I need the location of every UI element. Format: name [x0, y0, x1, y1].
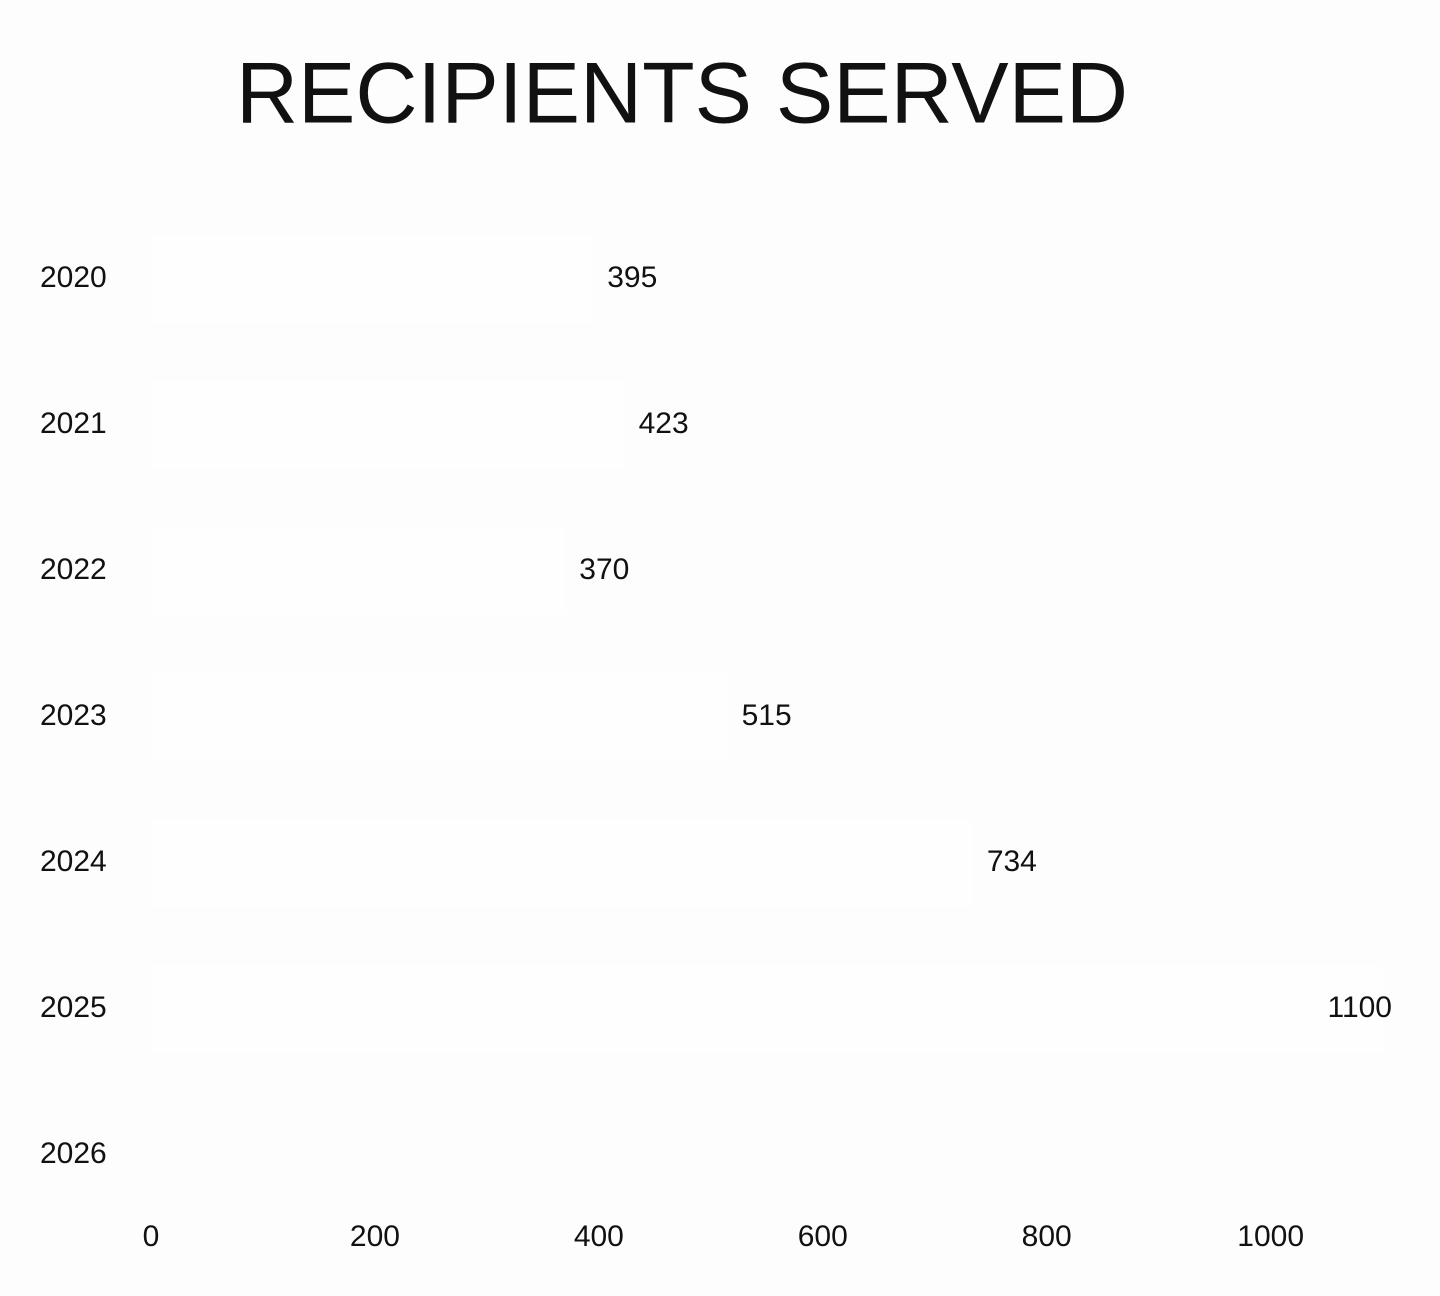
x-tick-label: 400	[574, 1220, 624, 1253]
bar	[151, 235, 594, 323]
x-tick-label: 0	[143, 1220, 160, 1253]
y-tick-label: 2021	[40, 407, 107, 440]
value-label: 370	[579, 553, 629, 586]
y-tick-label: 2026	[40, 1137, 107, 1170]
bar	[151, 819, 973, 907]
y-tick-label: 2020	[40, 261, 107, 294]
y-tick-label: 2022	[40, 553, 107, 586]
y-tick-label: 2025	[40, 991, 107, 1024]
value-label: 515	[742, 699, 792, 732]
y-tick-label: 2023	[40, 699, 107, 732]
value-label: 395	[607, 261, 657, 294]
value-label: 423	[639, 407, 689, 440]
chart-title: RECIPIENTS SERVED	[236, 46, 1128, 142]
bar	[151, 673, 728, 761]
value-label: 734	[987, 845, 1037, 878]
y-tick-label: 2024	[40, 845, 107, 878]
bar	[151, 527, 566, 615]
bar	[151, 381, 625, 469]
x-tick-label: 800	[1022, 1220, 1072, 1253]
x-tick-label: 200	[350, 1220, 400, 1253]
value-label: 1100	[1327, 991, 1392, 1024]
x-tick-label: 600	[798, 1220, 848, 1253]
bar	[151, 965, 1383, 1053]
x-tick-label: 1000	[1237, 1220, 1304, 1253]
